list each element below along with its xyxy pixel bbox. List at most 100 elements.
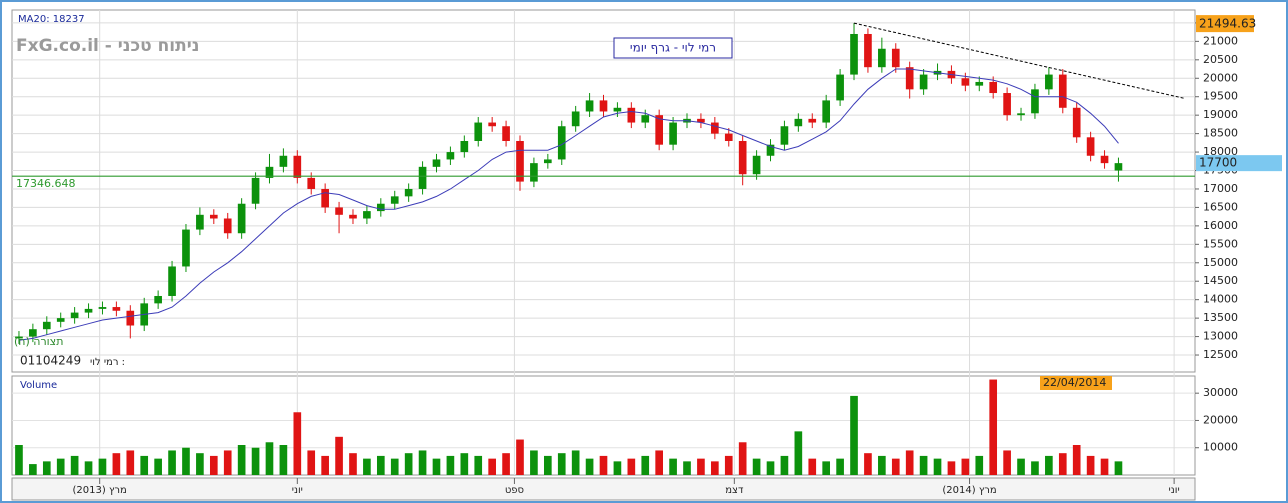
volume-bar bbox=[279, 445, 288, 475]
y-tick-label: 16500 bbox=[1203, 200, 1238, 213]
x-tick-label: דצמ bbox=[725, 485, 744, 496]
volume-bar bbox=[947, 461, 956, 475]
volume-bar bbox=[752, 458, 761, 475]
candle-body bbox=[196, 214, 204, 230]
volume-bar bbox=[460, 453, 469, 475]
volume-bar bbox=[878, 455, 886, 475]
volume-bar bbox=[711, 461, 719, 475]
candle-body bbox=[891, 48, 900, 68]
volume-bar bbox=[376, 455, 385, 475]
y-tick-label: 19500 bbox=[1203, 90, 1238, 103]
volume-bar bbox=[237, 445, 246, 475]
volume-bar bbox=[265, 442, 274, 475]
y-tick-label: 21000 bbox=[1203, 34, 1238, 47]
candle-body bbox=[752, 155, 761, 175]
candle-body bbox=[989, 81, 998, 94]
volume-bar bbox=[126, 450, 135, 475]
candle-body bbox=[293, 155, 302, 178]
volume-bar bbox=[669, 458, 677, 475]
candle-body bbox=[1003, 93, 1011, 116]
volume-bar bbox=[822, 461, 831, 475]
candle-body bbox=[766, 144, 775, 156]
volume-bar bbox=[766, 461, 775, 475]
candle-body bbox=[29, 329, 37, 337]
candle-body bbox=[446, 152, 455, 160]
x-tick-label: (2013) מרץ bbox=[73, 485, 127, 496]
candle-body bbox=[627, 107, 636, 123]
high-tag: 21494.63 bbox=[1199, 17, 1256, 31]
y-tick-label: 20000 bbox=[1203, 71, 1238, 84]
volume-title: Volume bbox=[20, 380, 57, 391]
candle-body bbox=[794, 118, 803, 127]
volume-bar bbox=[989, 379, 998, 475]
volume-bar bbox=[1072, 445, 1081, 475]
y-tick-label: 16000 bbox=[1203, 219, 1238, 232]
y-tick-label: 15000 bbox=[1203, 256, 1238, 269]
volume-bar bbox=[112, 453, 121, 475]
volume-bar bbox=[335, 436, 343, 475]
volume-bar bbox=[29, 464, 37, 475]
volume-bar bbox=[530, 450, 538, 475]
volume-bar bbox=[84, 461, 93, 475]
indicator-label: MA20: 18237 bbox=[18, 14, 85, 25]
volume-bar bbox=[557, 453, 566, 475]
volume-bar bbox=[1031, 461, 1039, 475]
volume-bar bbox=[794, 431, 803, 475]
y-tick-label: 14000 bbox=[1203, 293, 1238, 306]
candle-body bbox=[112, 307, 121, 311]
candle-body bbox=[1017, 113, 1025, 116]
candle-body bbox=[251, 177, 260, 204]
candle-body bbox=[15, 336, 23, 339]
x-tick-label: יוני bbox=[1169, 485, 1180, 496]
level-label: 17346.648 bbox=[16, 177, 76, 190]
watermark: FxG.co.il - ניתוח טכני bbox=[16, 36, 199, 56]
candle-body bbox=[1045, 74, 1053, 90]
volume-bar bbox=[1114, 461, 1123, 475]
volume-bar bbox=[850, 395, 858, 475]
candle-body bbox=[919, 74, 928, 90]
volume-bar bbox=[1045, 455, 1053, 475]
marks bbox=[15, 23, 1123, 475]
volume-bar bbox=[446, 455, 455, 475]
volume-bar bbox=[808, 458, 817, 475]
volume-bar bbox=[168, 450, 176, 475]
candle-body bbox=[126, 310, 135, 326]
volume-panel bbox=[11, 375, 1196, 476]
candle-body bbox=[98, 307, 107, 309]
candle-body bbox=[780, 126, 789, 145]
volume-bar bbox=[418, 450, 427, 475]
volume-bar bbox=[724, 455, 733, 475]
date-tag: 22/04/2014 bbox=[1043, 376, 1106, 389]
volume-bar bbox=[961, 458, 970, 475]
y-tick-label: 20500 bbox=[1203, 53, 1238, 66]
volume-bar bbox=[390, 458, 399, 475]
volume-bar bbox=[891, 458, 900, 475]
y-tick-label: 19000 bbox=[1203, 108, 1238, 121]
candle-body bbox=[1114, 163, 1123, 171]
candle-body bbox=[641, 115, 650, 123]
y-tick-label: 30000 bbox=[1203, 386, 1238, 399]
candle-body bbox=[376, 203, 385, 212]
candle-body bbox=[1031, 89, 1039, 114]
symbol-code: 01104249 bbox=[20, 354, 81, 368]
candle-body bbox=[349, 214, 357, 219]
candle-body bbox=[850, 33, 858, 75]
volume-bar bbox=[697, 458, 705, 475]
candle-body bbox=[1058, 74, 1067, 108]
candle-body bbox=[223, 218, 232, 234]
candle-body bbox=[697, 118, 705, 123]
volume-bar bbox=[349, 453, 357, 475]
candle-body bbox=[516, 140, 524, 182]
x-tick-label: ספט bbox=[505, 485, 524, 496]
chart-title: רמי לוי - גרף יומי bbox=[630, 41, 716, 55]
candle-body bbox=[864, 33, 872, 68]
price-panel bbox=[11, 9, 1196, 373]
candle-body bbox=[335, 207, 343, 215]
x-axis-strip bbox=[11, 477, 1196, 501]
candle-body bbox=[544, 159, 552, 164]
candle-body bbox=[460, 140, 469, 153]
y-tick-label: 18500 bbox=[1203, 127, 1238, 140]
date-tag-box bbox=[1040, 376, 1112, 390]
candle-body bbox=[154, 295, 162, 304]
last-price: 17700 bbox=[1199, 156, 1237, 170]
